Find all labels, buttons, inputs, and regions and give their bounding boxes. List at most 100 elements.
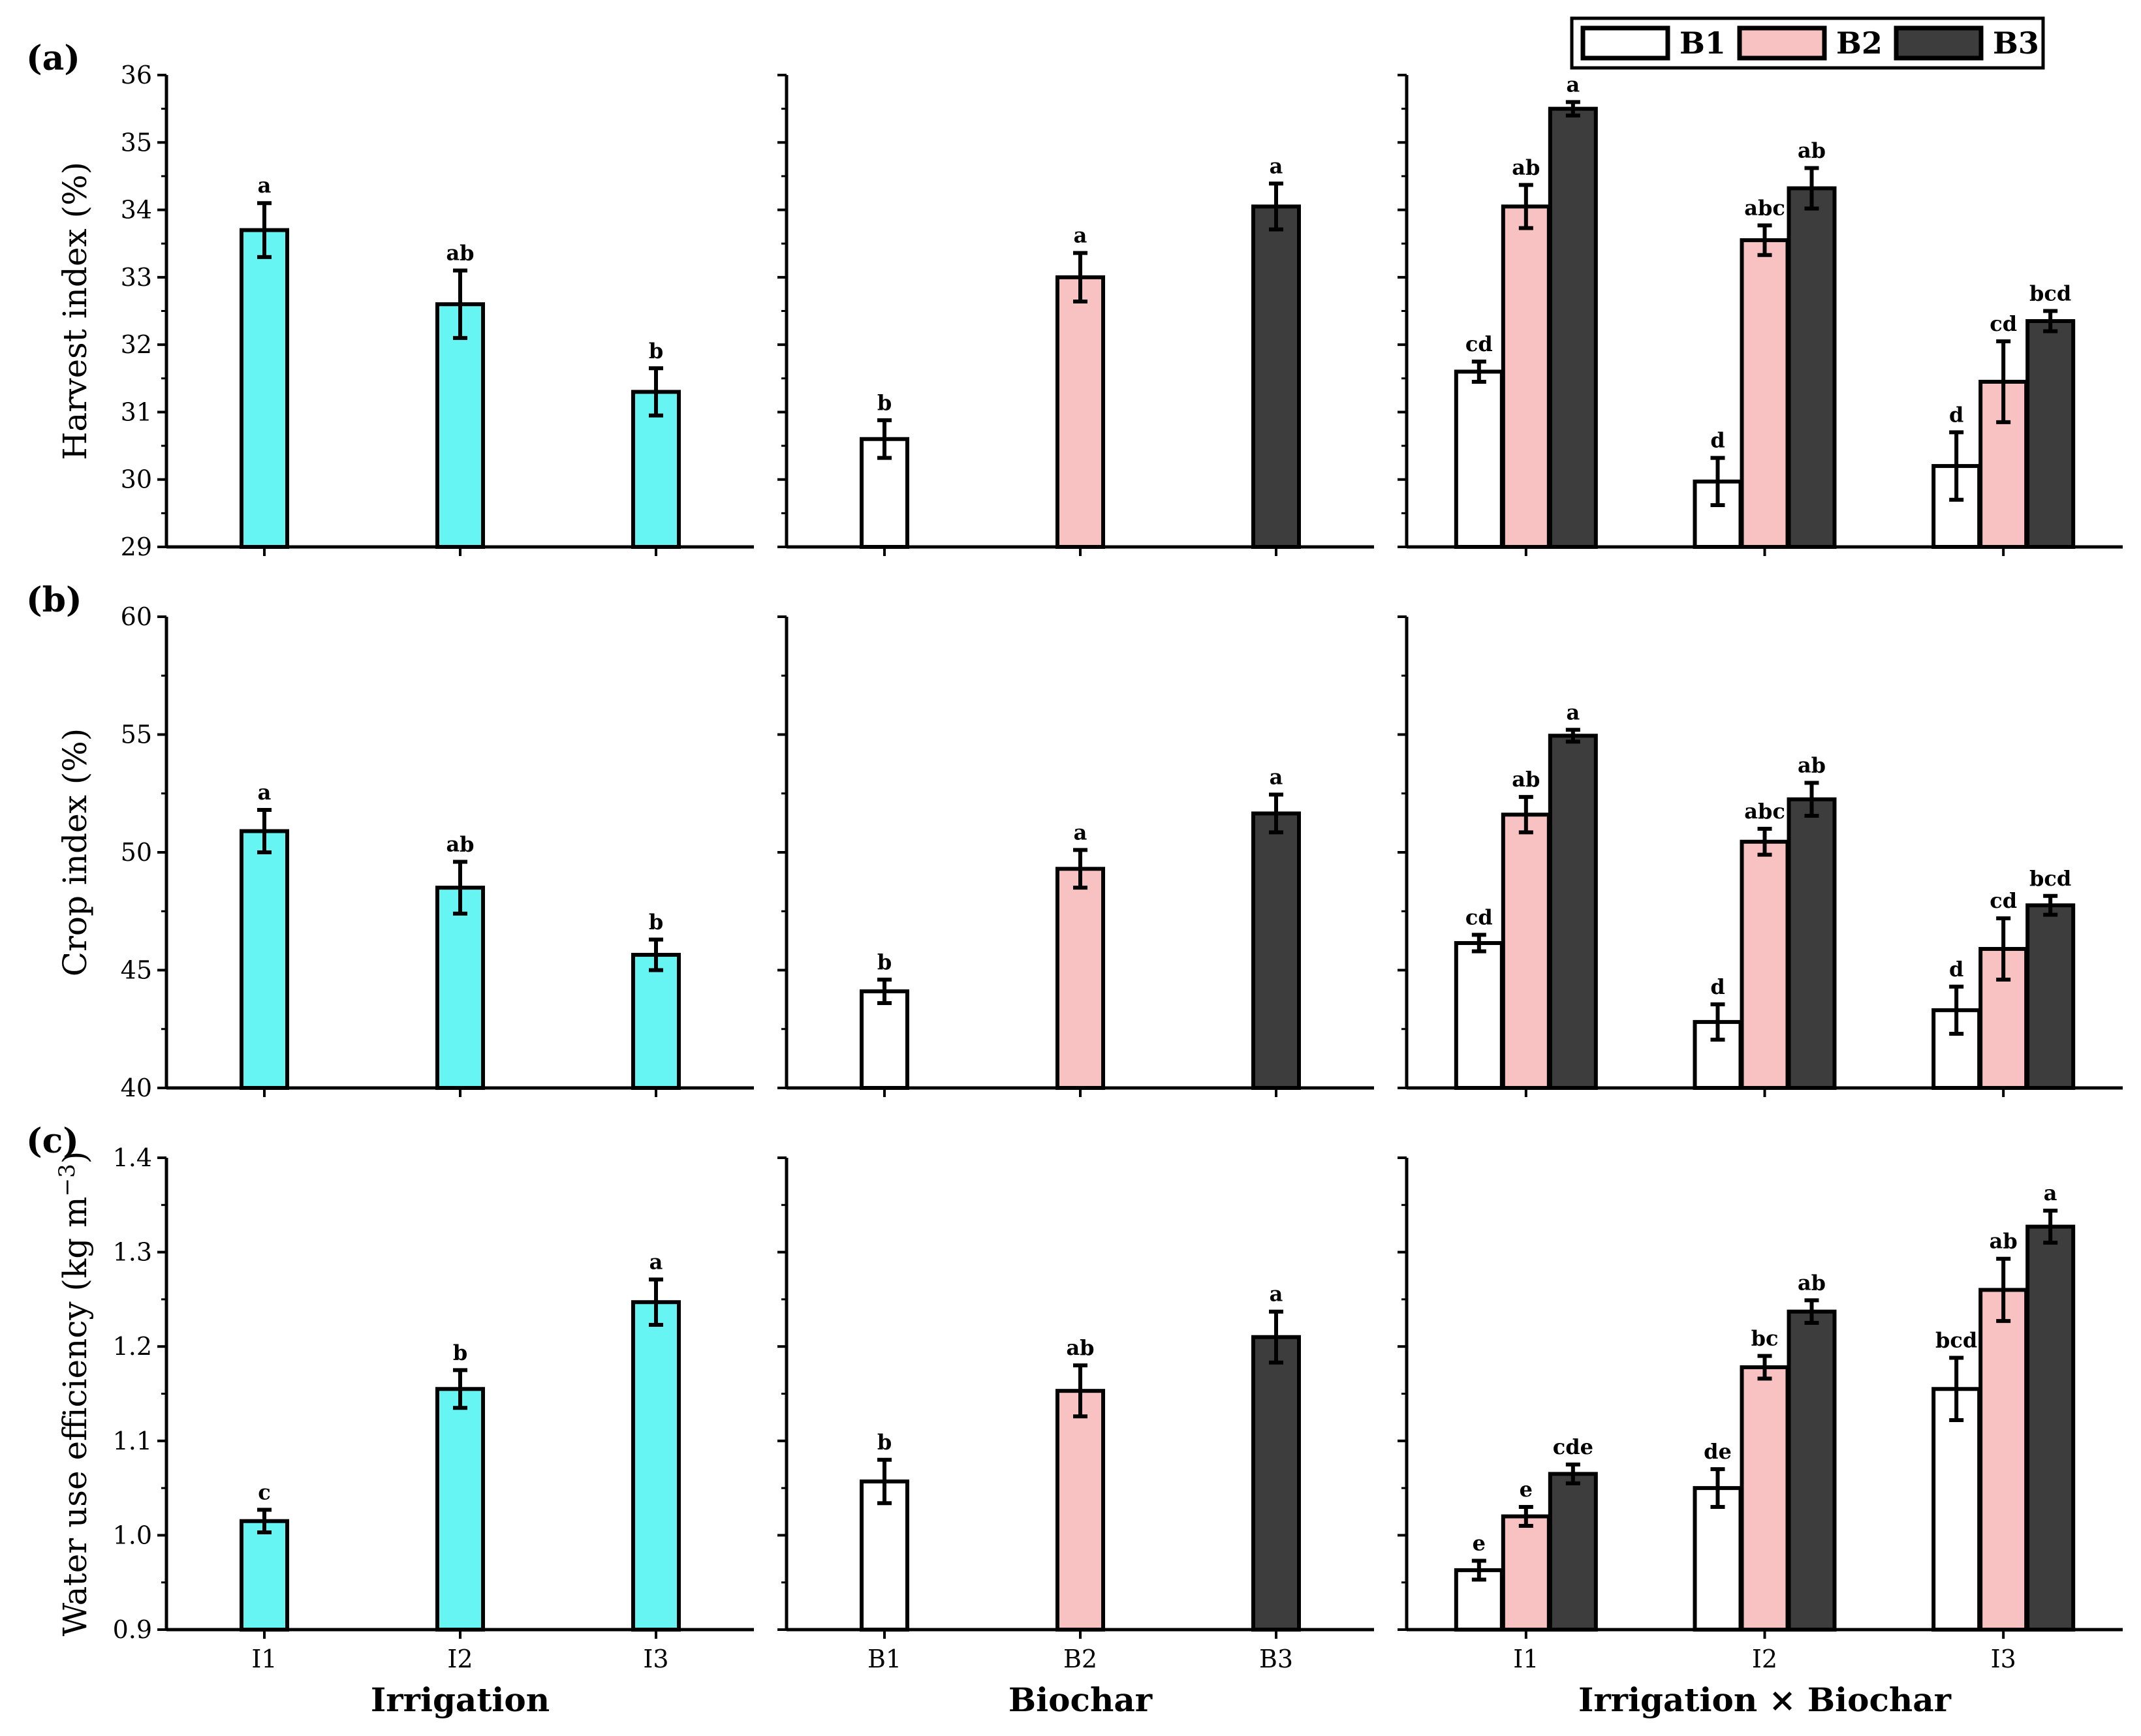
y-tick-label: 29 <box>121 533 152 561</box>
significance-letter: cd <box>1465 332 1493 356</box>
bar <box>631 1300 681 1632</box>
y-tick-label: 45 <box>121 956 152 985</box>
bar <box>1501 1514 1551 1632</box>
y-tick-label: 60 <box>121 602 152 631</box>
significance-letter: a <box>1270 1282 1283 1307</box>
y-axis-label-end: ) <box>56 1151 94 1164</box>
bar <box>1740 238 1790 549</box>
x-tick-label: I3 <box>643 1645 668 1673</box>
bar <box>1548 106 1598 549</box>
significance-letter: d <box>1710 428 1725 453</box>
significance-letter: ab <box>1990 1229 2018 1254</box>
subplot-a-biochar: b a a <box>777 74 1374 556</box>
bar <box>2025 903 2076 1090</box>
y-tick-label: 33 <box>121 263 152 292</box>
subplot-c-irrigation: 0.9 1.0 1.1 1.2 1.3 1.4 I1 I2 I3 c b a <box>113 1143 754 1673</box>
y-axis-label: Water use efficiency (kg m−3) <box>54 1151 94 1636</box>
significance-letter: e <box>1520 1477 1533 1502</box>
y-tick-label: 50 <box>121 838 152 867</box>
significance-letter: ab <box>1798 1270 1826 1295</box>
bar <box>1251 204 1301 549</box>
legend: B1 B2 B3 <box>1570 16 2045 70</box>
legend-swatch <box>1737 25 1827 61</box>
y-tick-label: 1.0 <box>113 1521 152 1549</box>
significance-letter: cd <box>1990 888 2017 913</box>
significance-letter: d <box>1949 402 1963 427</box>
y-tick-label: 35 <box>121 128 152 157</box>
significance-letter: abc <box>1744 195 1785 220</box>
y-tick-label: 55 <box>121 721 152 749</box>
panel-tag: (a) <box>26 39 80 78</box>
significance-letter: a <box>1074 223 1087 248</box>
x-tick-label: I1 <box>1513 1645 1539 1673</box>
panel-row-c: (c)Water use efficiency (kg m−3) 0.9 1.0 1.… <box>26 1121 2123 1673</box>
significance-letter: abc <box>1744 799 1785 824</box>
x-tick-label: I2 <box>447 1645 473 1673</box>
significance-letter: bcd <box>1935 1328 1977 1353</box>
significance-letter: a <box>1074 820 1087 845</box>
significance-letter: bcd <box>2029 281 2071 306</box>
legend-label: B3 <box>1993 25 2039 61</box>
bar <box>1740 839 1790 1090</box>
significance-letter: ab <box>1798 753 1826 778</box>
bar <box>1055 1389 1105 1632</box>
significance-letter: ab <box>1798 138 1826 163</box>
subplot-c-interaction: I1 I2 I3 e de bcd e bc ab cde ab a <box>1398 1156 2123 1673</box>
panel-row-a: (a)Harvest index (%)2930313233343536aabb… <box>26 39 2123 561</box>
bar <box>1251 1335 1301 1632</box>
legend-label: B2 <box>1836 25 1883 61</box>
x-tick-label: I1 <box>251 1645 277 1673</box>
x-tick-label: I2 <box>1752 1645 1777 1673</box>
y-tick-label: 34 <box>121 196 152 225</box>
significance-letter: ab <box>1512 155 1540 179</box>
bar <box>435 1387 485 1632</box>
y-tick-label: 0.9 <box>113 1615 152 1644</box>
bar <box>435 886 485 1091</box>
bar <box>1740 1365 1790 1632</box>
significance-letter: ab <box>1066 1335 1094 1360</box>
significance-letter: ab <box>1512 767 1540 792</box>
panel-tag: (c) <box>26 1121 79 1161</box>
significance-letter: b <box>877 1430 892 1455</box>
y-tick-label: 30 <box>121 465 152 494</box>
panel-row-b: (b)Crop index (%)4045505560aabbbaacdddab… <box>26 580 2123 1102</box>
panel-tag: (b) <box>26 580 82 620</box>
bar <box>1978 1288 2029 1632</box>
x-axis-title: Biochar <box>1008 1681 1153 1719</box>
x-tick-label: B3 <box>1259 1645 1293 1673</box>
y-tick-label: 1.1 <box>113 1427 152 1455</box>
bar <box>1454 369 1504 549</box>
bar <box>240 829 289 1090</box>
significance-letter: d <box>1949 957 1963 982</box>
significance-letter: ab <box>446 241 474 266</box>
significance-letter: c <box>258 1480 270 1504</box>
x-tick-label: I3 <box>1991 1645 2016 1673</box>
significance-letter: b <box>649 910 663 935</box>
subplot-c-biochar: B1 B2 B3 b ab a <box>777 1156 1374 1673</box>
subplot-b-irrigation: 40 45 50 55 60 a ab b <box>121 602 754 1102</box>
bar <box>1548 734 1598 1091</box>
bar <box>1693 1486 1743 1632</box>
significance-letter: a <box>258 173 272 198</box>
significance-letter: e <box>1473 1530 1486 1555</box>
bar <box>1548 1472 1598 1632</box>
x-axis-title: Irrigation × Biochar <box>1578 1681 1952 1719</box>
bar <box>860 1479 909 1632</box>
bar <box>1787 186 1837 549</box>
legend-swatch <box>1894 25 1984 61</box>
y-tick-label: 36 <box>121 61 152 89</box>
panels: (a)Harvest index (%)2930313233343536aabb… <box>26 39 2123 1673</box>
significance-letter: b <box>453 1340 467 1365</box>
bar <box>240 1519 289 1632</box>
y-tick-label: 31 <box>121 397 152 426</box>
x-tick-label: B1 <box>867 1645 901 1673</box>
bar <box>2025 1224 2076 1632</box>
bar <box>1931 1387 1982 1632</box>
significance-letter: b <box>649 338 663 363</box>
bar <box>1501 204 1551 549</box>
bar <box>631 953 681 1091</box>
y-tick-label: 1.3 <box>113 1238 152 1267</box>
bar <box>1454 940 1504 1090</box>
x-axis-titles: Irrigation Biochar Irrigation × Biochar <box>371 1681 1952 1719</box>
